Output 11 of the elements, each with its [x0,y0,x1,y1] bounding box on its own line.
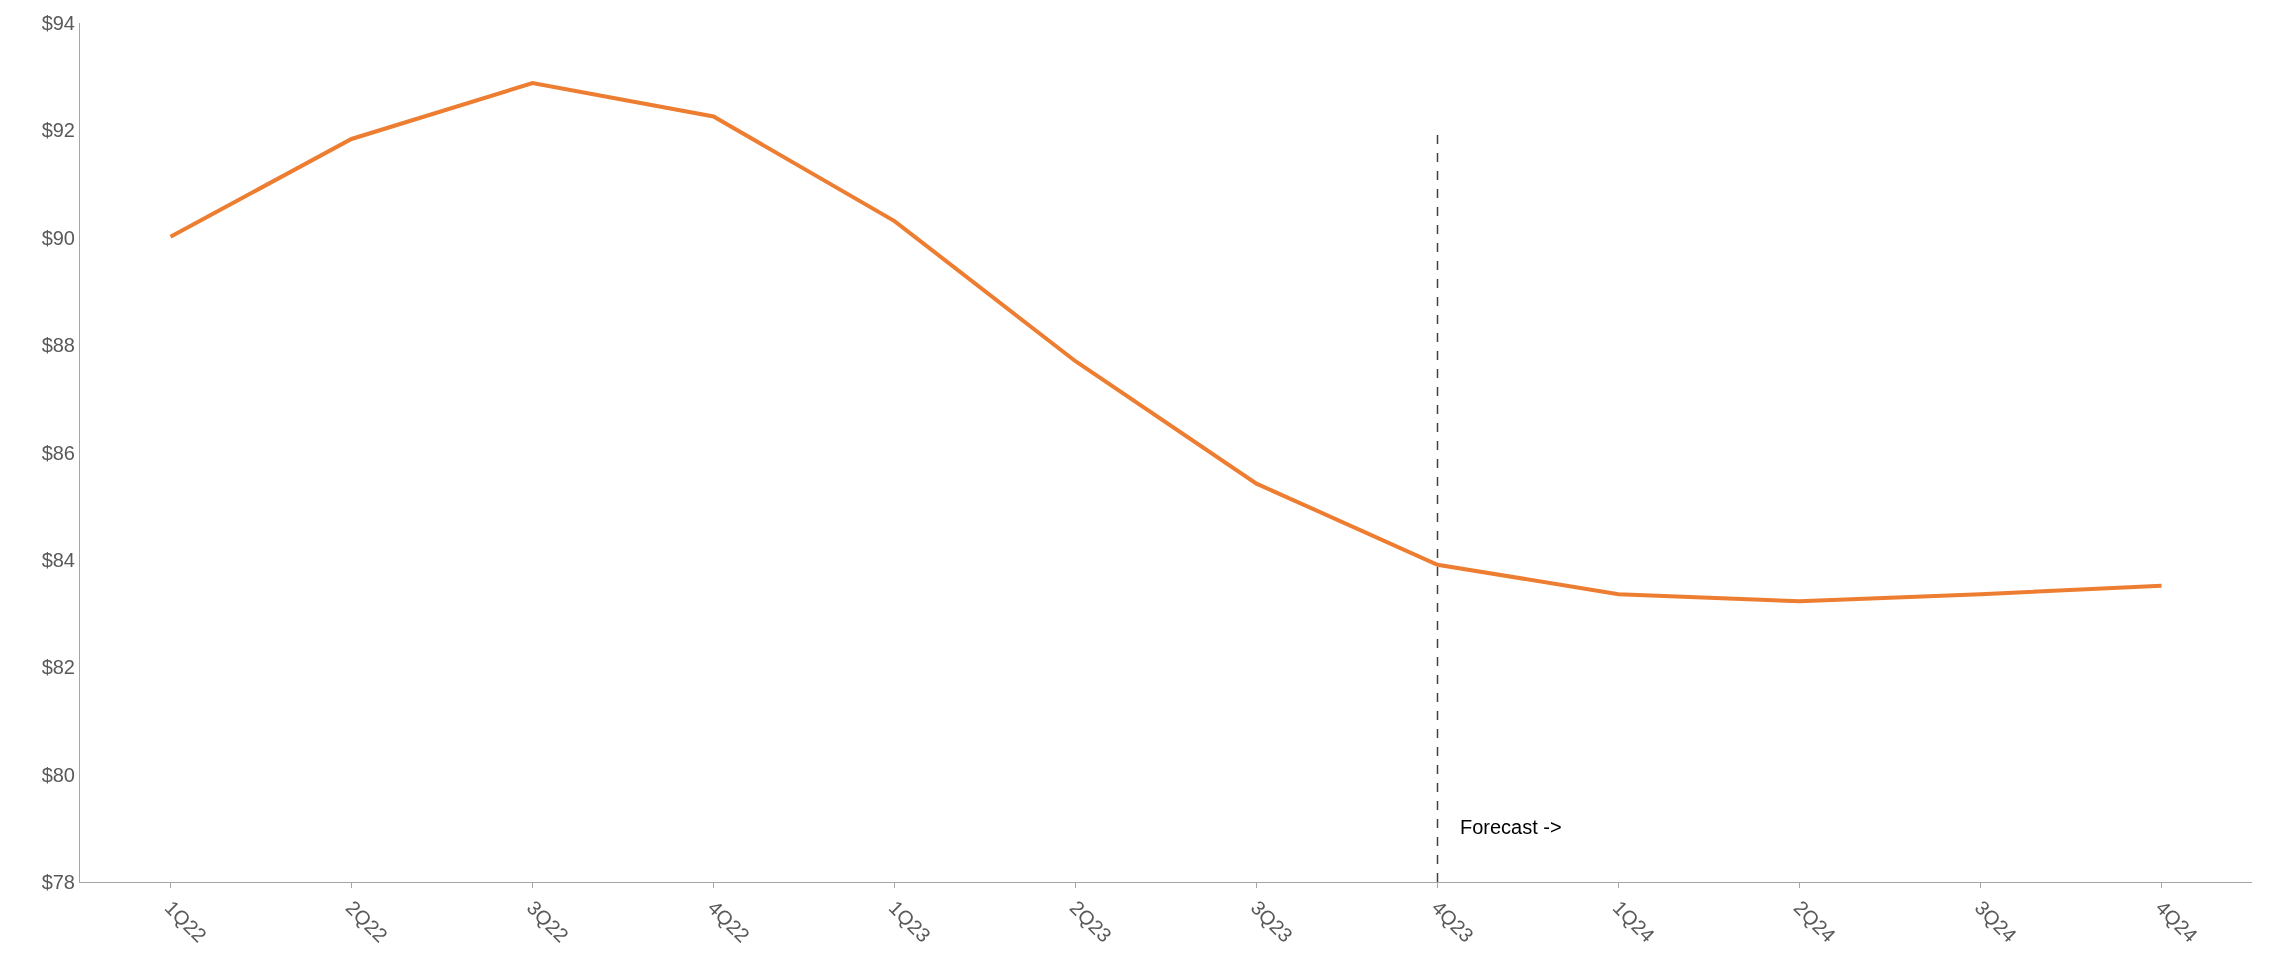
y-tick-label: $82 [41,656,75,679]
y-tick-label: $80 [41,763,75,786]
y-tick-label: $90 [41,226,75,249]
y-tick-label: $94 [41,12,75,34]
y-tick-label: $78 [41,871,75,893]
y-tick-label: $86 [41,441,75,464]
y-tick-label: $84 [41,548,75,571]
y-tick-label: $88 [41,334,75,357]
ref-line-label: Forecast -> [1460,816,1562,838]
line-series [168,81,2164,604]
y-tick-label: $92 [41,119,75,142]
